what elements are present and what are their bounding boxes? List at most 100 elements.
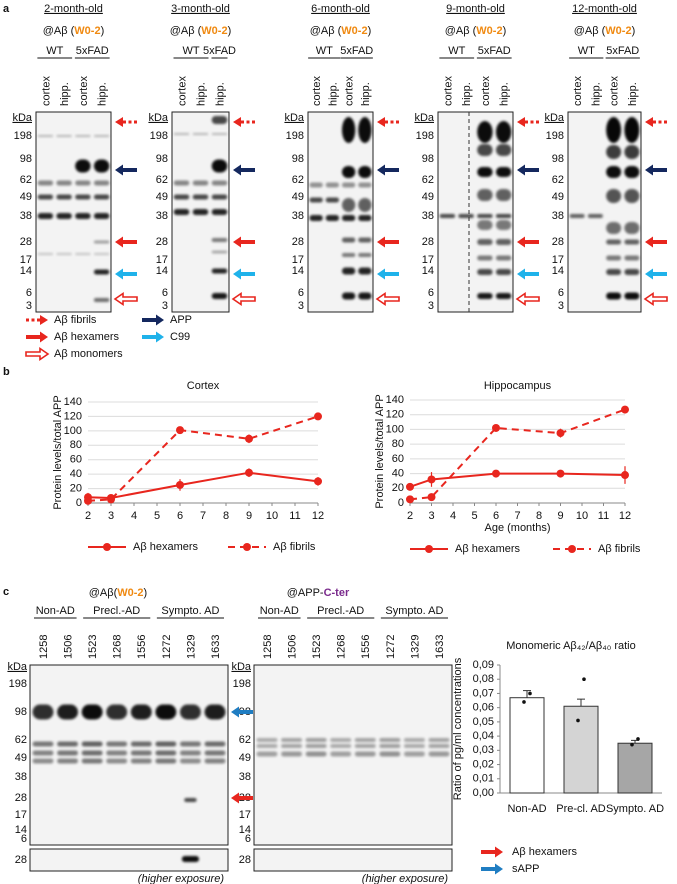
bands xyxy=(32,704,226,862)
band xyxy=(606,292,622,300)
band xyxy=(477,220,493,230)
marker-label: 49 xyxy=(292,191,304,203)
y-tick-label: 80 xyxy=(70,439,82,451)
x-tick-label: 3 xyxy=(108,510,114,522)
x-tick-label: 2 xyxy=(85,510,91,522)
group-label: Sympto. AD xyxy=(161,605,219,617)
x-tick-label: 5 xyxy=(471,510,477,522)
kda-label: kDa xyxy=(544,112,564,124)
band xyxy=(179,741,201,747)
arrow xyxy=(517,164,539,176)
marker-label: 98 xyxy=(156,153,168,165)
arrow xyxy=(115,164,137,176)
antibody-prefix: @Aβ( xyxy=(89,587,118,599)
y-tick-label: 60 xyxy=(70,454,82,466)
band xyxy=(192,133,209,135)
legend-label: Aβ fibrils xyxy=(54,314,97,326)
band xyxy=(495,293,512,299)
band xyxy=(37,135,54,137)
arrow xyxy=(517,268,539,280)
band xyxy=(106,758,128,764)
lane-label: hipp. xyxy=(499,82,511,106)
band xyxy=(211,268,228,274)
band xyxy=(495,239,512,245)
blot-title: 12-month-old xyxy=(572,3,637,15)
band xyxy=(106,741,128,747)
band xyxy=(587,214,603,218)
series-line xyxy=(87,471,319,499)
bar xyxy=(509,697,545,794)
band xyxy=(93,159,110,173)
data-point xyxy=(427,475,436,484)
kda-label: kDa xyxy=(414,112,434,124)
band xyxy=(106,704,128,720)
band xyxy=(173,180,190,186)
lane-label: 1258 xyxy=(262,635,274,659)
y-tick-label: 0,06 xyxy=(473,702,494,714)
band xyxy=(256,751,278,757)
band xyxy=(309,215,323,221)
marker-label: 3 xyxy=(162,300,168,312)
marker-label: 6 xyxy=(21,833,27,845)
y-tick-label: 0,08 xyxy=(473,673,494,685)
antibody: @Aβ (W0-2) xyxy=(574,25,636,37)
band xyxy=(93,253,110,255)
band xyxy=(211,209,228,215)
arrow-head xyxy=(233,117,241,127)
band xyxy=(439,214,456,218)
marker-label: 49 xyxy=(552,191,564,203)
marker-label: 38 xyxy=(292,210,304,222)
y-tick-label: 20 xyxy=(392,482,404,494)
band xyxy=(130,758,152,764)
band xyxy=(477,167,493,177)
band xyxy=(428,744,450,748)
data-point xyxy=(427,493,436,502)
legend-label: sAPP xyxy=(512,863,540,875)
y-tick-label: 0,02 xyxy=(473,758,494,770)
arrow xyxy=(25,346,50,362)
band xyxy=(37,194,54,200)
marker-label: 3 xyxy=(428,300,434,312)
blot-title: 9-month-old xyxy=(446,3,505,15)
band xyxy=(477,144,493,156)
series-line xyxy=(409,408,626,501)
legend-marker xyxy=(103,543,111,551)
marker-label: 17 xyxy=(15,809,27,821)
band xyxy=(624,189,640,203)
marker-label: 198 xyxy=(546,130,564,142)
antibody-prefix: @Aβ ( xyxy=(170,25,202,37)
group-label: 5xFAD xyxy=(76,45,109,57)
x-tick-label: 6 xyxy=(493,510,499,522)
band xyxy=(56,253,72,255)
marker-label: 28 xyxy=(422,236,434,248)
marker-label: 198 xyxy=(286,130,304,142)
x-tick-label: Pre-cl. AD xyxy=(556,803,606,815)
blot-title: 3-month-old xyxy=(171,3,230,15)
blot-strip xyxy=(253,848,453,872)
band xyxy=(358,198,372,212)
marker-label: 6 xyxy=(298,287,304,299)
band xyxy=(256,738,278,742)
arrow xyxy=(233,268,255,280)
arrow-head xyxy=(40,315,48,325)
kda-label: kDa xyxy=(284,112,304,124)
band xyxy=(341,182,356,188)
group-label: WT xyxy=(46,45,63,57)
marker-label: 62 xyxy=(552,174,564,186)
marker-label: 14 xyxy=(552,265,564,277)
arrow-head xyxy=(517,117,525,127)
group-label: WT xyxy=(448,45,465,57)
note: (higher exposure) xyxy=(362,873,449,884)
band xyxy=(606,145,622,159)
data-point xyxy=(630,742,634,747)
lane-label: cortex xyxy=(78,76,90,106)
x-tick-label: 7 xyxy=(200,510,206,522)
y-tick-label: 120 xyxy=(64,410,82,422)
antibody-suffix: ) xyxy=(632,25,636,37)
y-tick-label: 60 xyxy=(392,453,404,465)
y-axis-label: Protein levels/total APP xyxy=(52,395,64,509)
lane-label: hipp. xyxy=(59,82,71,106)
data-point xyxy=(528,691,532,696)
blot-title: 2-month-old xyxy=(44,3,103,15)
x-tick-label: 10 xyxy=(266,510,278,522)
